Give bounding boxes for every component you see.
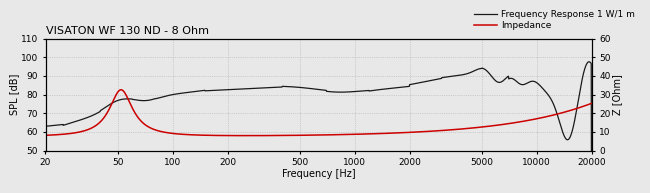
Y-axis label: SPL [dB]: SPL [dB]: [9, 74, 20, 115]
Legend: Frequency Response 1 W/1 m, Impedance: Frequency Response 1 W/1 m, Impedance: [471, 6, 639, 33]
Impedance: [572, 108, 580, 110]
Frequency Response 1 W/1 m: [42, 125, 49, 127]
Line: Frequency Response 1 W/1 m: Frequency Response 1 W/1 m: [46, 62, 592, 193]
Impedance: [572, 108, 580, 110]
Impedance: [307, 134, 315, 136]
Frequency Response 1 W/1 m: [307, 87, 315, 90]
Frequency Response 1 W/1 m: [70, 121, 77, 123]
Text: VISATON WF 130 ND - 8 Ohm: VISATON WF 130 ND - 8 Ohm: [46, 26, 209, 36]
Y-axis label: Z [Ohm]: Z [Ohm]: [612, 74, 622, 115]
Impedance: [242, 135, 250, 137]
Impedance: [472, 126, 480, 129]
Line: Impedance: Impedance: [46, 90, 592, 136]
Impedance: [293, 134, 301, 136]
Frequency Response 1 W/1 m: [585, 61, 593, 63]
X-axis label: Frequency [Hz]: Frequency [Hz]: [281, 168, 356, 179]
Impedance: [70, 132, 77, 134]
Frequency Response 1 W/1 m: [292, 86, 300, 88]
Frequency Response 1 W/1 m: [571, 115, 579, 118]
Impedance: [588, 102, 595, 105]
Frequency Response 1 W/1 m: [572, 114, 580, 116]
Frequency Response 1 W/1 m: [471, 69, 479, 71]
Impedance: [117, 89, 125, 91]
Impedance: [42, 134, 49, 136]
